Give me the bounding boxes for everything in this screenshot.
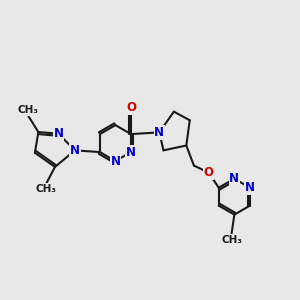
Text: N: N <box>126 146 136 159</box>
Text: CH₃: CH₃ <box>36 184 57 194</box>
Text: N: N <box>154 126 164 139</box>
Text: O: O <box>203 166 213 179</box>
Text: N: N <box>229 172 239 185</box>
Text: N: N <box>110 154 120 168</box>
Text: N: N <box>70 144 80 157</box>
Text: N: N <box>53 127 63 140</box>
Text: CH₃: CH₃ <box>221 235 242 244</box>
Text: N: N <box>245 181 255 194</box>
Text: CH₃: CH₃ <box>17 105 38 115</box>
Text: O: O <box>126 101 136 114</box>
